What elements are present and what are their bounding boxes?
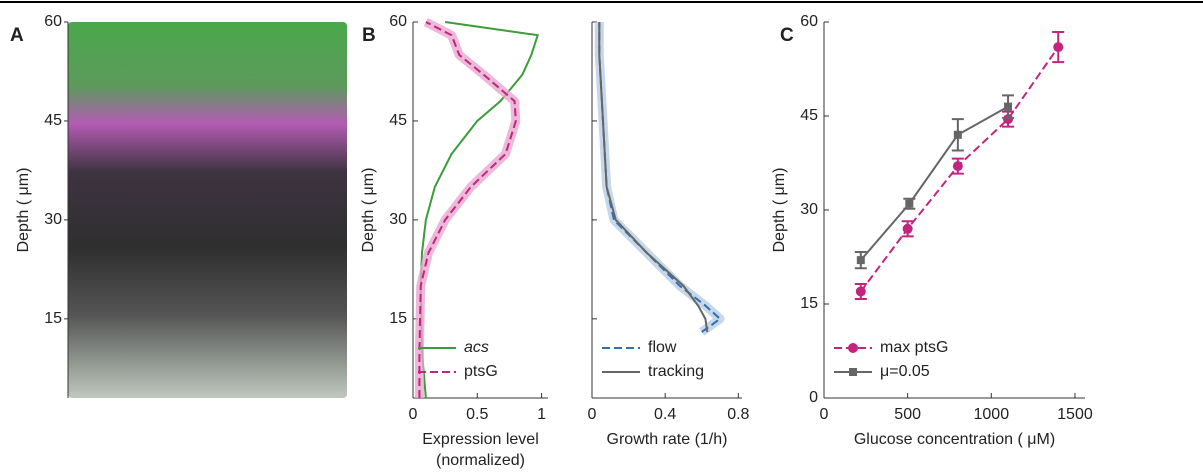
- x-tick-label: 0: [409, 406, 418, 423]
- line: [598, 22, 722, 333]
- marker: [953, 130, 962, 139]
- y-axis-label: Depth ( μm): [360, 168, 377, 253]
- line: [860, 105, 1009, 261]
- marker: [905, 199, 914, 208]
- line: [598, 22, 709, 333]
- y-tick-label: 15: [44, 310, 62, 327]
- y-tick-label: 45: [800, 107, 818, 124]
- marker: [952, 161, 963, 172]
- micrograph: [68, 22, 347, 398]
- x-tick-label: 1: [537, 406, 546, 423]
- panel-label: B: [362, 25, 376, 46]
- y-axis-label: Depth ( μm): [771, 168, 788, 253]
- legend-label: μ=0.05: [880, 363, 930, 380]
- line: [418, 21, 517, 398]
- y-tick-label: 0: [809, 389, 818, 406]
- x-tick-label: 0: [820, 406, 829, 423]
- y-tick-label: 30: [800, 201, 818, 218]
- panel-label: A: [10, 25, 24, 46]
- y-tick-label: 60: [44, 13, 62, 30]
- y-tick-label: 15: [389, 310, 407, 327]
- x-tick-label: 0.8: [727, 406, 749, 423]
- panel-label: C: [780, 25, 794, 46]
- y-tick-label: 45: [44, 112, 62, 129]
- y-tick-label: 30: [389, 211, 407, 228]
- marker: [1053, 42, 1064, 53]
- legend-label: ptsG: [464, 363, 498, 380]
- legend-marker: [849, 368, 857, 376]
- legend-label: acs: [464, 339, 489, 356]
- y-tick-label: 30: [44, 211, 62, 228]
- x-tick-label: 1000: [974, 406, 1010, 423]
- x-tick-label: 0: [588, 406, 597, 423]
- y-axis-label: Depth ( μm): [15, 168, 32, 253]
- marker: [855, 286, 866, 297]
- marker: [1003, 114, 1014, 125]
- band: [594, 22, 725, 336]
- marker: [856, 256, 865, 265]
- x-axis-label: Expression level: [422, 431, 539, 448]
- legend-label: flow: [648, 339, 677, 356]
- marker: [902, 223, 913, 234]
- legend-label: tracking: [648, 363, 704, 380]
- legend-label: max ptsG: [880, 339, 948, 356]
- x-tick-label: 0.5: [466, 406, 488, 423]
- legend-marker: [848, 343, 858, 353]
- y-tick-label: 15: [800, 295, 818, 312]
- y-tick-label: 60: [389, 13, 407, 30]
- y-tick-label: 60: [800, 13, 818, 30]
- marker: [1004, 102, 1013, 111]
- x-axis-label: (normalized): [436, 452, 525, 469]
- x-axis-label: Growth rate (1/h): [607, 431, 728, 448]
- y-tick-label: 45: [389, 112, 407, 129]
- x-tick-label: 1500: [1057, 406, 1093, 423]
- x-tick-label: 0.4: [654, 406, 676, 423]
- x-tick-label: 500: [894, 406, 921, 423]
- x-axis-label: Glucose concentration ( μM): [854, 431, 1055, 448]
